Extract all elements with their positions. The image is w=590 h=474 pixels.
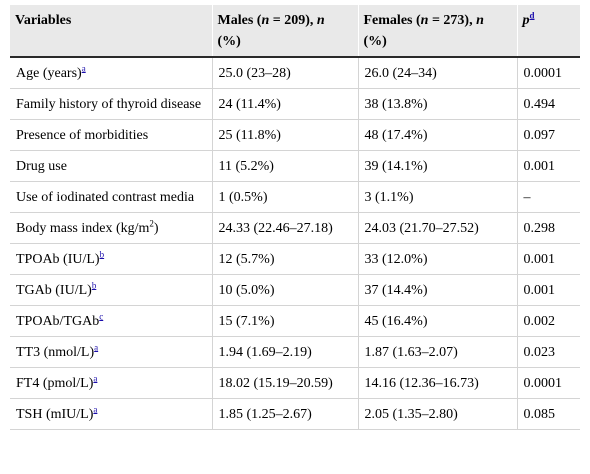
females-cell: 37 (14.4%) — [357, 274, 517, 306]
footnote-link[interactable]: a — [93, 373, 98, 384]
p-value-cell: – — [516, 181, 580, 213]
row-label: Age (years)a — [10, 57, 212, 89]
footnote-link[interactable]: b — [91, 280, 97, 291]
p-value-cell: 0.002 — [516, 305, 580, 337]
table-row: Age (years)a 25.0 (23–28) 26.0 (24–34) 0… — [10, 57, 580, 89]
footnote-link[interactable]: a — [94, 342, 99, 353]
footnote-link[interactable]: a — [93, 404, 98, 415]
footnote-link[interactable]: b — [99, 249, 105, 260]
females-cell: 24.03 (21.70–27.52) — [357, 212, 517, 244]
table-row: Family history of thyroid disease 24 (11… — [10, 88, 580, 120]
data-table: Variables Males (n = 209), n (%) Females … — [10, 5, 580, 430]
table-row: TGAb (IU/L)b 10 (5.0%) 37 (14.4%) 0.001 — [10, 274, 580, 306]
row-label: TSH (mIU/L)a — [10, 398, 212, 430]
footnote-link[interactable]: a — [81, 63, 86, 74]
table-row: TPOAb (IU/L)b 12 (5.7%) 33 (12.0%) 0.001 — [10, 243, 580, 275]
p-value-cell: 0.023 — [516, 336, 580, 368]
table-row: Body mass index (kg/m2) 24.33 (22.46–27.… — [10, 212, 580, 244]
males-cell: 1.85 (1.25–2.67) — [211, 398, 358, 430]
row-label: Presence of morbidities — [10, 119, 212, 151]
females-cell: 1.87 (1.63–2.07) — [357, 336, 517, 368]
males-cell: 15 (7.1%) — [211, 305, 358, 337]
females-cell: 45 (16.4%) — [357, 305, 517, 337]
footnote-link-d[interactable]: d — [529, 10, 535, 21]
males-cell: 25.0 (23–28) — [211, 57, 358, 89]
table-row: TPOAb/TGAbc 15 (7.1%) 45 (16.4%) 0.002 — [10, 305, 580, 337]
females-cell: 48 (17.4%) — [357, 119, 517, 151]
males-cell: 25 (11.8%) — [211, 119, 358, 151]
row-label: Drug use — [10, 150, 212, 182]
table-row: Use of iodinated contrast media 1 (0.5%)… — [10, 181, 580, 213]
females-cell: 26.0 (24–34) — [357, 57, 517, 89]
males-cell: 1 (0.5%) — [211, 181, 358, 213]
row-label: FT4 (pmol/L)a — [10, 367, 212, 399]
header-females: Females (n = 273), n (%) — [357, 5, 517, 57]
p-value-cell: 0.494 — [516, 88, 580, 120]
females-cell: 14.16 (12.36–16.73) — [357, 367, 517, 399]
table-row: TT3 (nmol/L)a 1.94 (1.69–2.19) 1.87 (1.6… — [10, 336, 580, 368]
header-variables: Variables — [15, 13, 72, 28]
table-row: Presence of morbidities 25 (11.8%) 48 (1… — [10, 119, 580, 151]
table-header-row: Variables Males (n = 209), n (%) Females … — [10, 5, 580, 57]
females-cell: 38 (13.8%) — [357, 88, 517, 120]
p-value-cell: 0.0001 — [516, 57, 580, 89]
females-cell: 2.05 (1.35–2.80) — [357, 398, 517, 430]
row-label: Family history of thyroid disease — [10, 88, 212, 120]
table-row: FT4 (pmol/L)a 18.02 (15.19–20.59) 14.16 … — [10, 367, 580, 399]
row-label: TPOAb (IU/L)b — [10, 243, 212, 275]
row-label: TPOAb/TGAbc — [10, 305, 212, 337]
females-cell: 3 (1.1%) — [357, 181, 517, 213]
row-label: Use of iodinated contrast media — [10, 181, 212, 213]
row-label: Body mass index (kg/m2) — [10, 212, 212, 244]
males-cell: 18.02 (15.19–20.59) — [211, 367, 358, 399]
row-label: TGAb (IU/L)b — [10, 274, 212, 306]
table-row: Drug use 11 (5.2%) 39 (14.1%) 0.001 — [10, 150, 580, 182]
males-cell: 24.33 (22.46–27.18) — [211, 212, 358, 244]
footnote-link[interactable]: c — [99, 311, 104, 322]
males-cell: 24 (11.4%) — [211, 88, 358, 120]
row-label: TT3 (nmol/L)a — [10, 336, 212, 368]
p-value-cell: 0.001 — [516, 274, 580, 306]
p-value-cell: 0.298 — [516, 212, 580, 244]
females-cell: 33 (12.0%) — [357, 243, 517, 275]
females-cell: 39 (14.1%) — [357, 150, 517, 182]
table-row: TSH (mIU/L)a 1.85 (1.25–2.67) 2.05 (1.35… — [10, 398, 580, 430]
header-males: Males (n = 209), n (%) — [211, 5, 358, 57]
header-p-value: pd — [516, 5, 580, 57]
p-value-cell: 0.001 — [516, 243, 580, 275]
males-cell: 12 (5.7%) — [211, 243, 358, 275]
p-value-cell: 0.0001 — [516, 367, 580, 399]
males-cell: 1.94 (1.69–2.19) — [211, 336, 358, 368]
p-value-cell: 0.085 — [516, 398, 580, 430]
males-cell: 11 (5.2%) — [211, 150, 358, 182]
males-cell: 10 (5.0%) — [211, 274, 358, 306]
p-value-cell: 0.001 — [516, 150, 580, 182]
p-value-cell: 0.097 — [516, 119, 580, 151]
